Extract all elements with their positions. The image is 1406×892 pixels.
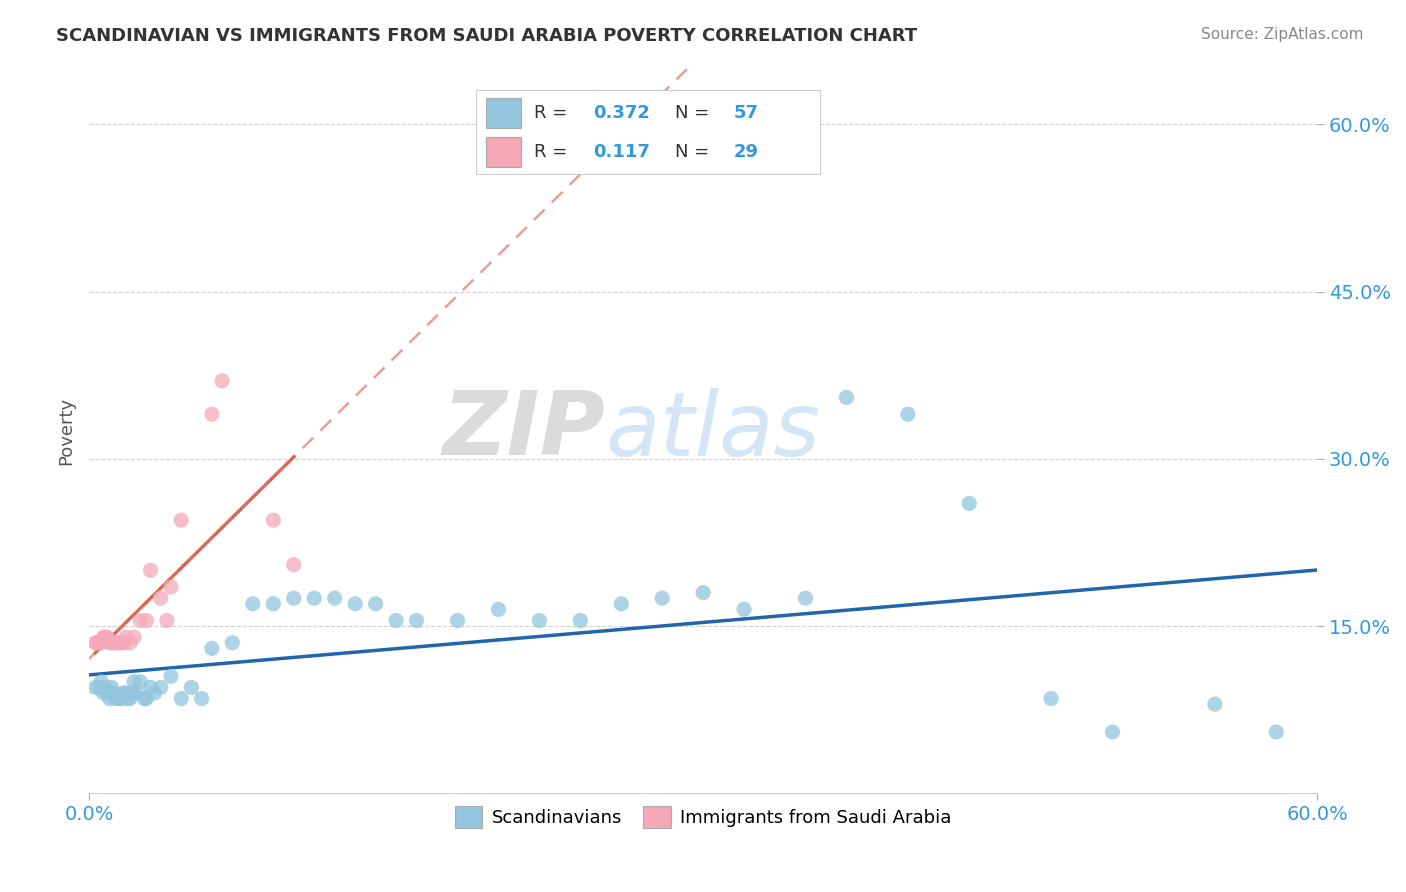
Point <box>692 585 714 599</box>
Point <box>125 686 148 700</box>
Point <box>118 691 141 706</box>
Point <box>112 686 135 700</box>
Point <box>104 636 127 650</box>
Point <box>283 558 305 572</box>
Point <box>211 374 233 388</box>
Point <box>651 591 673 606</box>
Point <box>405 614 427 628</box>
Point <box>610 597 633 611</box>
Point <box>98 636 121 650</box>
Point <box>139 563 162 577</box>
Point <box>149 681 172 695</box>
Point <box>242 597 264 611</box>
Text: ZIP: ZIP <box>441 387 605 475</box>
Point <box>190 691 212 706</box>
Point <box>117 691 139 706</box>
Text: SCANDINAVIAN VS IMMIGRANTS FROM SAUDI ARABIA POVERTY CORRELATION CHART: SCANDINAVIAN VS IMMIGRANTS FROM SAUDI AR… <box>56 27 917 45</box>
Text: atlas: atlas <box>605 388 820 474</box>
Point <box>96 686 118 700</box>
Point <box>90 674 112 689</box>
Point <box>94 630 117 644</box>
Point <box>135 614 157 628</box>
Point <box>529 614 551 628</box>
Legend: Scandinavians, Immigrants from Saudi Arabia: Scandinavians, Immigrants from Saudi Ara… <box>449 798 957 835</box>
Point <box>103 686 125 700</box>
Text: Source: ZipAtlas.com: Source: ZipAtlas.com <box>1201 27 1364 42</box>
Point <box>118 636 141 650</box>
Point <box>1265 725 1288 739</box>
Point <box>115 686 138 700</box>
Point <box>122 674 145 689</box>
Point <box>143 686 166 700</box>
Point <box>569 614 592 628</box>
Point <box>115 630 138 644</box>
Point <box>283 591 305 606</box>
Point <box>897 407 920 421</box>
Point <box>733 602 755 616</box>
Point <box>108 636 131 650</box>
Point <box>139 681 162 695</box>
Point <box>84 636 107 650</box>
Point <box>108 691 131 706</box>
Point <box>160 669 183 683</box>
Point <box>1204 697 1226 711</box>
Point <box>121 686 143 700</box>
Point <box>835 391 858 405</box>
Point <box>107 691 129 706</box>
Point <box>86 636 108 650</box>
Point <box>385 614 408 628</box>
Point <box>100 681 122 695</box>
Point <box>221 636 243 650</box>
Point <box>364 597 387 611</box>
Point <box>323 591 346 606</box>
Point <box>89 636 111 650</box>
Point <box>488 602 510 616</box>
Point <box>104 691 127 706</box>
Point <box>446 614 468 628</box>
Point <box>1101 725 1123 739</box>
Point <box>93 630 115 644</box>
Point <box>94 681 117 695</box>
Point <box>129 674 152 689</box>
Point <box>89 681 111 695</box>
Point <box>160 580 183 594</box>
Point <box>201 407 224 421</box>
Point <box>111 691 134 706</box>
Point <box>794 591 817 606</box>
Point <box>111 636 134 650</box>
Point <box>262 597 284 611</box>
Point <box>344 597 367 611</box>
Point <box>112 636 135 650</box>
Point <box>180 681 202 695</box>
Point <box>98 691 121 706</box>
Point <box>134 691 156 706</box>
Point <box>135 691 157 706</box>
Point <box>84 681 107 695</box>
Point <box>302 591 325 606</box>
Point <box>103 636 125 650</box>
Y-axis label: Poverty: Poverty <box>58 397 75 465</box>
Point <box>90 636 112 650</box>
Point <box>96 630 118 644</box>
Point <box>156 614 179 628</box>
Point <box>93 686 115 700</box>
Point <box>122 630 145 644</box>
Point <box>262 513 284 527</box>
Point <box>170 513 193 527</box>
Point <box>170 691 193 706</box>
Point <box>149 591 172 606</box>
Point <box>129 614 152 628</box>
Point <box>100 636 122 650</box>
Point <box>107 636 129 650</box>
Point <box>201 641 224 656</box>
Point <box>957 496 980 510</box>
Point <box>1040 691 1063 706</box>
